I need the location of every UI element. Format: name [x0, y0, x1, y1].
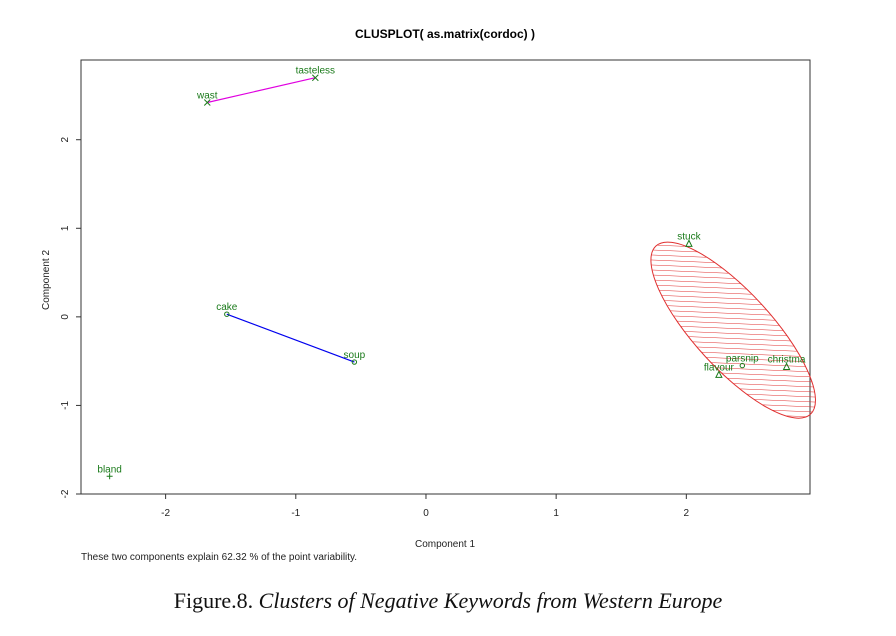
x-tick-label: 1 [553, 508, 559, 519]
point-marker [106, 473, 113, 480]
variability-footnote: These two components explain 62.32 % of … [81, 552, 357, 563]
x-axis-label: Component 1 [415, 539, 475, 550]
point-marker [782, 362, 791, 370]
x-tick-label: 0 [423, 508, 429, 519]
y-axis-label: Component 2 [41, 250, 52, 310]
y-tick-label: 2 [60, 136, 71, 142]
point-label: parsnip [726, 354, 759, 365]
x-tick-label: -1 [291, 508, 300, 519]
y-tick-label: 0 [60, 314, 71, 320]
cluster-link [207, 77, 316, 104]
x-tick-label: 2 [684, 508, 690, 519]
point-marker [739, 362, 746, 369]
point-label: cake [216, 302, 238, 313]
point-label: christma [768, 354, 806, 365]
point-label: soup [344, 350, 366, 361]
y-tick-label: -1 [60, 401, 71, 410]
point-label: flavour [704, 362, 735, 373]
plot-marks: -2 -1 0 1 2 -2 -1 0 1 2 tasteless wast cake soup stuck… [60, 66, 816, 519]
point-label: stuck [677, 231, 701, 242]
point-label: bland [97, 464, 121, 475]
y-tick-label: -2 [60, 489, 71, 498]
figure-caption: Figure.8. Clusters of Negative Keywords … [0, 588, 896, 614]
point-marker [311, 74, 319, 82]
chart-title: CLUSPLOT( as.matrix(cordoc) ) [355, 27, 535, 41]
y-tick-label: 1 [60, 225, 71, 231]
point-label: tasteless [296, 66, 335, 77]
caption-prefix: Figure.8. [173, 588, 254, 613]
clusplot-chart: CLUSPLOT( as.matrix(cordoc) ) -2 -1 0 1 2-2-… [41, 27, 816, 563]
cluster-ellipse [650, 241, 816, 419]
point-marker [351, 359, 358, 365]
point-marker [715, 370, 723, 378]
point-marker [224, 311, 230, 317]
caption-title: Clusters of Negative Keywords from Weste… [258, 588, 723, 613]
point-marker [685, 239, 693, 247]
x-tick-label: -2 [161, 508, 170, 519]
plot-frame [80, 59, 811, 495]
point-label: wast [196, 91, 218, 102]
cluster-link [226, 313, 355, 363]
point-marker [203, 99, 211, 106]
